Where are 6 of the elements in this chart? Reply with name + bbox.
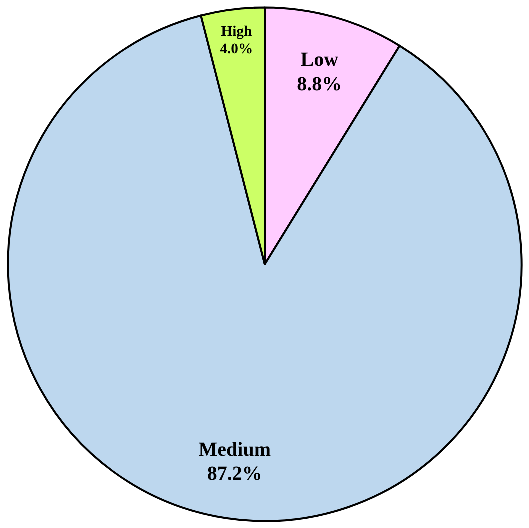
data-label: 87.2% (207, 463, 262, 486)
data-label: 8.8% (297, 73, 342, 96)
slice-label: High (221, 24, 252, 40)
data-label: 4.0% (220, 42, 254, 58)
slice-label: Medium (198, 439, 272, 462)
slice-label: Low (300, 49, 340, 72)
